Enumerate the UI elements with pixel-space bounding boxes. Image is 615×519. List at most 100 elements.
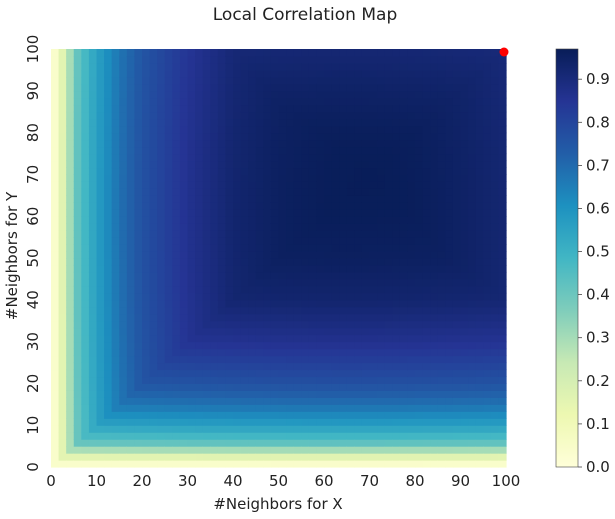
heatmap-cell bbox=[361, 181, 371, 189]
heatmap-cell bbox=[270, 334, 280, 343]
heatmap-cell bbox=[263, 195, 272, 203]
heatmap-cell bbox=[73, 76, 82, 85]
colorbar-tick-label: 0.5 bbox=[586, 243, 610, 261]
heatmap-cell bbox=[415, 425, 424, 433]
heatmap-cell bbox=[490, 69, 500, 78]
heatmap-cell bbox=[58, 174, 67, 182]
heatmap-cell bbox=[331, 202, 340, 210]
heatmap-cell bbox=[316, 195, 325, 203]
heatmap-cell bbox=[490, 404, 500, 412]
colorbar-tick-label: 0.7 bbox=[586, 156, 610, 174]
heatmap-cell bbox=[225, 132, 234, 141]
heatmap-cell bbox=[361, 118, 371, 127]
heatmap-cell bbox=[81, 202, 90, 210]
heatmap-cell bbox=[126, 97, 136, 106]
heatmap-cell bbox=[157, 320, 166, 329]
heatmap-cell bbox=[172, 306, 181, 315]
heatmap-cell bbox=[134, 104, 143, 113]
heatmap-cell bbox=[316, 111, 325, 120]
heatmap-cell bbox=[369, 174, 378, 182]
heatmap-cell bbox=[293, 188, 302, 196]
heatmap-cell bbox=[195, 49, 204, 57]
heatmap-cell bbox=[490, 244, 500, 252]
heatmap-cell bbox=[460, 397, 469, 405]
heatmap-cell bbox=[445, 153, 454, 162]
heatmap-cell bbox=[422, 97, 431, 106]
heatmap-cell bbox=[316, 397, 325, 405]
heatmap-cell bbox=[73, 104, 82, 113]
heatmap-cell bbox=[270, 125, 280, 134]
heatmap-cell bbox=[119, 230, 128, 238]
heatmap-cell bbox=[104, 83, 113, 92]
heatmap-cell bbox=[149, 97, 158, 106]
heatmap-cell bbox=[217, 83, 227, 92]
heatmap-cell bbox=[331, 62, 340, 71]
heatmap-cell bbox=[255, 278, 264, 287]
heatmap-cell bbox=[233, 264, 242, 273]
heatmap-cell bbox=[142, 376, 151, 384]
heatmap-cell bbox=[88, 230, 98, 238]
heatmap-cell bbox=[377, 146, 386, 155]
heatmap-cell bbox=[490, 446, 500, 454]
heatmap-cell bbox=[452, 376, 462, 384]
heatmap-cell bbox=[354, 188, 363, 196]
heatmap-cell bbox=[51, 285, 60, 294]
heatmap-cell bbox=[58, 404, 67, 412]
heatmap-cell bbox=[468, 223, 477, 231]
heatmap-cell bbox=[88, 49, 98, 57]
heatmap-cell bbox=[240, 230, 249, 238]
heatmap-cell bbox=[248, 251, 257, 259]
heatmap-cell bbox=[361, 271, 371, 280]
heatmap-cell bbox=[179, 230, 189, 238]
heatmap-cell bbox=[475, 411, 484, 419]
heatmap-cell bbox=[445, 306, 454, 315]
heatmap-cell bbox=[149, 181, 158, 189]
heatmap-cell bbox=[73, 411, 82, 419]
heatmap-cell bbox=[392, 453, 401, 461]
heatmap-cell bbox=[126, 104, 136, 113]
heatmap-cell bbox=[66, 278, 75, 287]
heatmap-cell bbox=[202, 292, 211, 301]
heatmap-cell bbox=[430, 278, 439, 287]
heatmap-cell bbox=[134, 404, 143, 412]
heatmap-cell bbox=[270, 223, 280, 231]
heatmap-cell bbox=[187, 285, 196, 294]
heatmap-cell bbox=[142, 432, 151, 440]
heatmap-cell bbox=[361, 230, 371, 238]
heatmap-cell bbox=[111, 418, 120, 426]
heatmap-cell bbox=[407, 299, 416, 308]
heatmap-cell bbox=[172, 223, 181, 231]
heatmap-cell bbox=[88, 118, 98, 127]
heatmap-cell bbox=[233, 446, 242, 454]
heatmap-cell bbox=[195, 230, 204, 238]
heatmap-cell bbox=[172, 216, 181, 224]
heatmap-cell bbox=[73, 397, 82, 405]
heatmap-cell bbox=[316, 411, 325, 419]
heatmap-cell bbox=[126, 320, 136, 329]
heatmap-cell bbox=[324, 97, 333, 106]
heatmap-cell bbox=[263, 55, 272, 64]
heatmap-cell bbox=[377, 341, 386, 350]
heatmap-cell bbox=[142, 125, 151, 134]
heatmap-cell bbox=[81, 404, 90, 412]
heatmap-cell bbox=[498, 453, 507, 461]
heatmap-cell bbox=[210, 271, 219, 280]
heatmap-cell bbox=[331, 439, 340, 447]
heatmap-cell bbox=[316, 355, 325, 364]
heatmap-cell bbox=[187, 397, 196, 405]
heatmap-cell bbox=[126, 327, 136, 336]
heatmap-cell bbox=[202, 76, 211, 85]
heatmap-cell bbox=[202, 69, 211, 78]
heatmap-cell bbox=[263, 146, 272, 155]
heatmap-cell bbox=[134, 432, 143, 440]
heatmap-cell bbox=[369, 446, 378, 454]
heatmap-cell bbox=[498, 285, 507, 294]
heatmap-cell bbox=[233, 90, 242, 99]
heatmap-cell bbox=[324, 202, 333, 210]
heatmap-cell bbox=[58, 334, 67, 343]
heatmap-cell bbox=[217, 258, 227, 266]
heatmap-cell bbox=[111, 125, 120, 134]
heatmap-cell bbox=[392, 188, 401, 196]
heatmap-cell bbox=[354, 83, 363, 92]
heatmap-cell bbox=[490, 397, 500, 405]
